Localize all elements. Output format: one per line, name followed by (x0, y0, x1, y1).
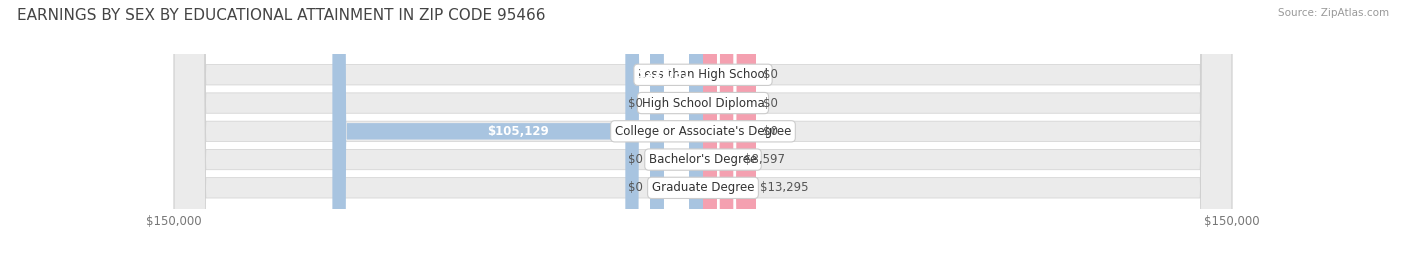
FancyBboxPatch shape (650, 0, 703, 268)
FancyBboxPatch shape (174, 0, 1232, 268)
Text: Source: ZipAtlas.com: Source: ZipAtlas.com (1278, 8, 1389, 18)
Text: College or Associate's Degree: College or Associate's Degree (614, 125, 792, 138)
FancyBboxPatch shape (174, 0, 1232, 268)
Text: $0: $0 (763, 125, 778, 138)
FancyBboxPatch shape (703, 0, 734, 268)
FancyBboxPatch shape (703, 0, 749, 268)
FancyBboxPatch shape (332, 0, 703, 268)
Text: $0: $0 (628, 96, 643, 110)
Text: $0: $0 (763, 96, 778, 110)
Text: Graduate Degree: Graduate Degree (652, 181, 754, 194)
FancyBboxPatch shape (703, 0, 756, 268)
FancyBboxPatch shape (174, 0, 1232, 268)
Text: $22,031: $22,031 (637, 68, 690, 81)
FancyBboxPatch shape (703, 0, 756, 268)
FancyBboxPatch shape (703, 0, 756, 268)
FancyBboxPatch shape (174, 0, 1232, 268)
Text: Bachelor's Degree: Bachelor's Degree (650, 153, 756, 166)
Text: High School Diploma: High School Diploma (641, 96, 765, 110)
Text: $0: $0 (628, 153, 643, 166)
FancyBboxPatch shape (650, 0, 703, 268)
FancyBboxPatch shape (650, 0, 703, 268)
Text: $8,597: $8,597 (744, 153, 785, 166)
Text: $105,129: $105,129 (486, 125, 548, 138)
Text: $13,295: $13,295 (761, 181, 808, 194)
Text: $0: $0 (763, 68, 778, 81)
Text: EARNINGS BY SEX BY EDUCATIONAL ATTAINMENT IN ZIP CODE 95466: EARNINGS BY SEX BY EDUCATIONAL ATTAINMEN… (17, 8, 546, 23)
FancyBboxPatch shape (174, 0, 1232, 268)
Text: Less than High School: Less than High School (638, 68, 768, 81)
Text: $0: $0 (628, 181, 643, 194)
FancyBboxPatch shape (626, 0, 703, 268)
